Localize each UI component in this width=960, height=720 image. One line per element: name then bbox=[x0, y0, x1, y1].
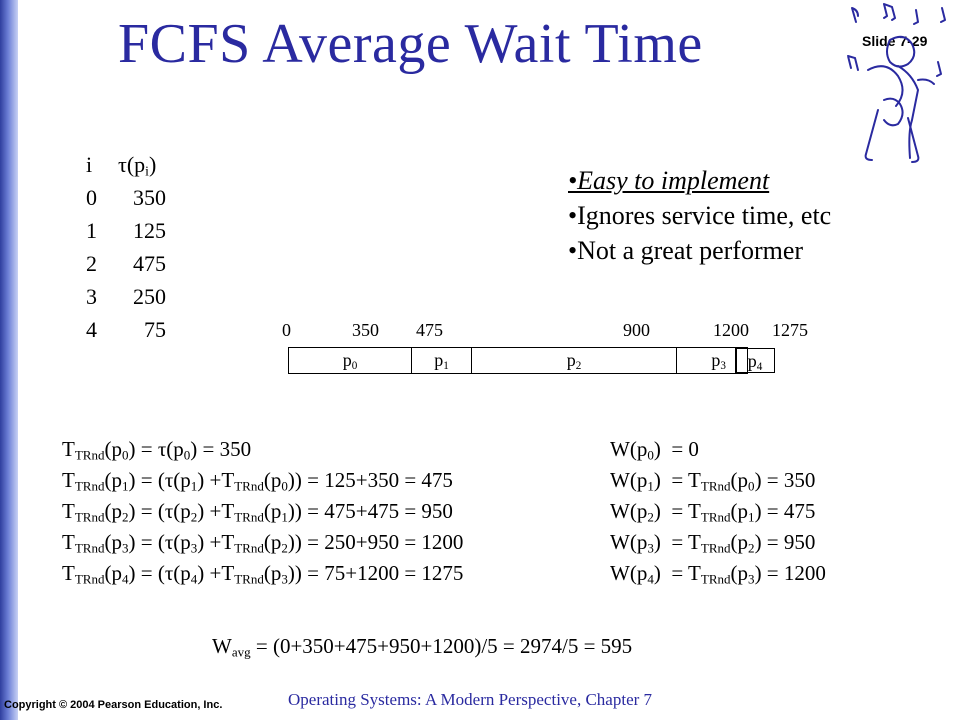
conductor-clipart-icon bbox=[847, 3, 946, 163]
gantt-tick: 1275 bbox=[772, 320, 808, 340]
gantt-tick: 350 bbox=[352, 320, 379, 340]
gantt-time-axis: 0 350 475 900 1200 1275 bbox=[0, 320, 960, 346]
gantt-chart: p0 p1 p2 p3 bbox=[288, 347, 748, 374]
gantt-tick: 475 bbox=[416, 320, 443, 340]
gantt-tick: 900 bbox=[623, 320, 650, 340]
gantt-cell-p4-label: p4 bbox=[735, 348, 775, 373]
slide-footer: Operating Systems: A Modern Perspective,… bbox=[288, 690, 653, 709]
bullet-list: •Easy to implement •Ignores service time… bbox=[568, 163, 831, 268]
table-row: 4 75 bbox=[86, 317, 166, 342]
slide-number: Slide 7-29 bbox=[862, 33, 928, 49]
turnaround-row: TTRnd(p2) = (τ(p2) +TTRnd(p1)) = 475+475… bbox=[62, 499, 453, 525]
table-header: i τ(pi) bbox=[86, 152, 157, 179]
turnaround-row: TTRnd(p0) = τ(p0) = 350 bbox=[62, 437, 252, 463]
table-row: 2 475 bbox=[86, 251, 166, 276]
average-wait-equation: Wavg = (0+350+475+950+1200)/5 = 2974/5 =… bbox=[212, 634, 633, 660]
burst-time-table: i τ(pi) 0 350 1 125 2 475 3 250 4 75 bbox=[86, 148, 178, 346]
turnaround-equations: TTRnd(p0) = τ(p0) = 350 TTRnd(p1) = (τ(p… bbox=[62, 434, 463, 589]
turnaround-row: TTRnd(p3) = (τ(p3) +TTRnd(p2)) = 250+950… bbox=[62, 530, 464, 556]
turnaround-row: TTRnd(p1) = (τ(p1) +TTRnd(p0)) = 125+350… bbox=[62, 468, 453, 494]
bullet-ignores-service-time: •Ignores service time, etc bbox=[568, 201, 832, 230]
table-row: 3 250 bbox=[86, 284, 166, 309]
gantt-tick: 0 bbox=[282, 320, 291, 340]
bullet-easy-to-implement: •Easy to implement bbox=[568, 166, 770, 195]
table-row: 1 125 bbox=[86, 218, 166, 243]
gantt-cell-p4 bbox=[736, 348, 747, 373]
bullet-not-great-performer: •Not a great performer bbox=[568, 236, 804, 265]
gantt-tick: 1200 bbox=[713, 320, 749, 340]
gantt-cell-p0: p0 bbox=[342, 350, 358, 372]
wait-row: W(p4) = TTRnd(p3) = 1200 bbox=[610, 561, 826, 587]
wait-time-equations: W(p0) = 0 W(p1) = TTRnd(p0) = 350 W(p2) … bbox=[610, 434, 826, 589]
copyright-notice: Copyright © 2004 Pearson Education, Inc. bbox=[4, 699, 223, 711]
left-accent-bar bbox=[0, 0, 18, 720]
wait-row: W(p0) = 0 bbox=[610, 437, 699, 463]
slide-title: FCFS Average Wait Time bbox=[118, 13, 703, 75]
wait-row: W(p3) = TTRnd(p2) = 950 bbox=[610, 530, 816, 556]
turnaround-row: TTRnd(p4) = (τ(p4) +TTRnd(p3)) = 75+1200… bbox=[62, 561, 464, 587]
wait-row: W(p2) = TTRnd(p1) = 475 bbox=[610, 499, 816, 525]
table-row: 0 350 bbox=[86, 185, 166, 210]
gantt-cell-p3: p3 bbox=[676, 348, 736, 373]
gantt-cell-p2: p2 bbox=[471, 348, 676, 373]
gantt-cell-p1: p1 bbox=[411, 348, 471, 373]
wait-row: W(p1) = TTRnd(p0) = 350 bbox=[610, 468, 816, 494]
